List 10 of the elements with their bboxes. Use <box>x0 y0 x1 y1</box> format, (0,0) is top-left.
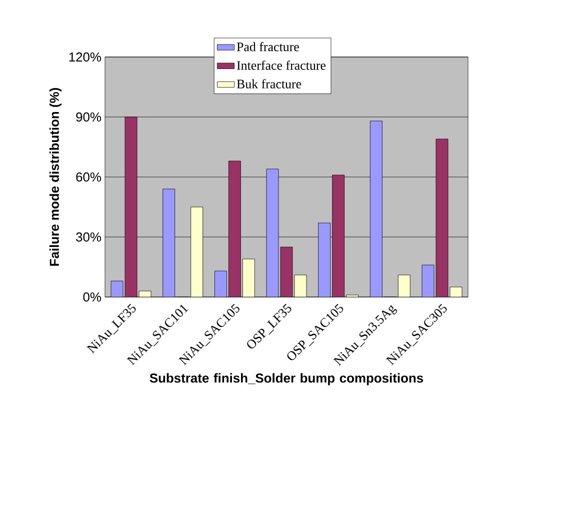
legend-label: Interface fracture <box>236 60 326 70</box>
y-tick-label: 60% <box>76 172 102 182</box>
x-axis-title: Substrate finish_Solder bump compositions <box>150 373 424 386</box>
y-tick-label: 120% <box>69 52 102 62</box>
y-tick-label: 30% <box>76 232 102 242</box>
legend-label: Pad fracture <box>236 42 299 52</box>
y-tick-label: 0% <box>83 292 102 302</box>
legend-label: Buk fracture <box>236 79 302 88</box>
y-tick-label: 90% <box>76 112 102 122</box>
y-axis-title: Failure mode distribution (%) <box>49 88 62 266</box>
